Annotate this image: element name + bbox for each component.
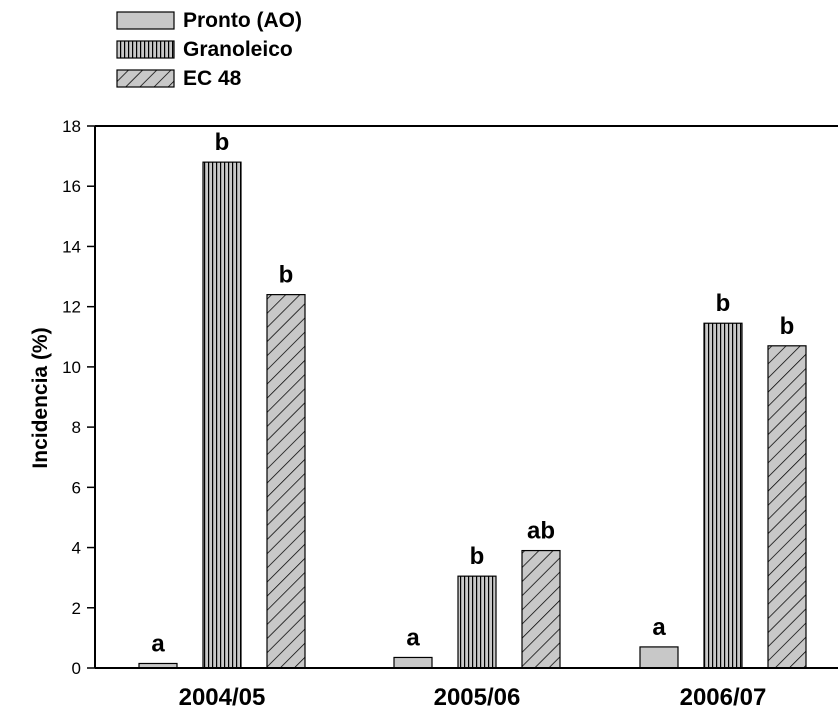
significance-label: b (215, 129, 230, 156)
y-tick-label: 10 (62, 358, 81, 377)
bar (521, 549, 561, 669)
bar (703, 322, 743, 669)
bar (393, 656, 433, 669)
legend-swatch (116, 11, 175, 30)
significance-label: a (151, 630, 165, 657)
bar (767, 345, 807, 669)
bar (639, 646, 679, 669)
legend: Pronto (AO) Granoleico EC 48 (116, 9, 302, 90)
axes (94, 125, 838, 669)
significance-label: a (406, 624, 420, 651)
y-tick-label: 18 (62, 117, 81, 136)
significance-label: a (652, 614, 666, 641)
y-tick-label: 0 (72, 659, 81, 678)
y-tick-label: 2 (72, 599, 81, 618)
y-tick-label: 12 (62, 298, 81, 317)
x-category-label: 2006/07 (680, 684, 767, 711)
y-tick-label: 6 (72, 478, 81, 497)
legend-swatch (116, 40, 175, 59)
significance-label: b (470, 543, 485, 570)
bar (202, 161, 242, 669)
y-tick-label: 8 (72, 418, 81, 437)
legend-swatch (116, 69, 175, 88)
y-tick-label: 4 (72, 539, 81, 558)
legend-label: Granoleico (183, 38, 293, 61)
significance-label: b (780, 313, 795, 340)
y-tick-label: 16 (62, 177, 81, 196)
significance-label: ab (527, 518, 555, 545)
x-category-label: 2004/05 (179, 684, 266, 711)
y-tick-label: 14 (62, 237, 81, 256)
bar (266, 294, 306, 669)
x-axis-categories: 2004/05 2005/06 2006/07 (179, 684, 767, 711)
x-category-label: 2005/06 (434, 684, 521, 711)
bar (457, 575, 497, 669)
y-axis-ticks: 0 2 4 6 8 10 12 14 16 18 (62, 117, 95, 678)
bars (138, 161, 807, 669)
significance-label: b (716, 290, 731, 317)
legend-label: EC 48 (183, 67, 242, 90)
legend-label: Pronto (AO) (183, 9, 302, 32)
y-axis-label: Incidencia (%) (29, 327, 52, 468)
significance-label: b (279, 262, 294, 289)
